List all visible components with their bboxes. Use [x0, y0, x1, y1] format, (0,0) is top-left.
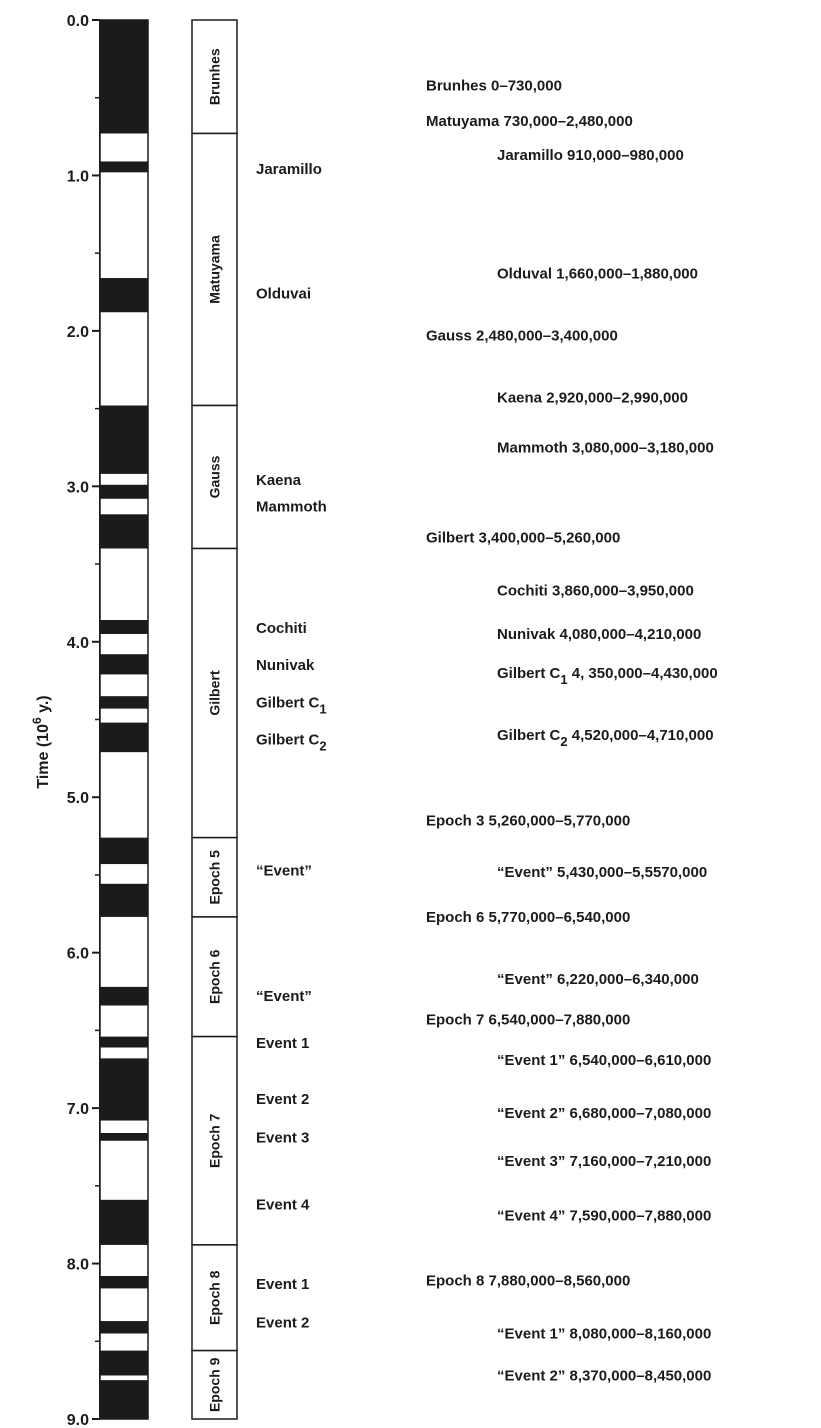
event-name-label: Jaramillo: [256, 161, 322, 178]
normal-polarity-band: [100, 161, 148, 173]
age-range-label: “Event 1” 6,540,000–6,610,000: [497, 1052, 711, 1069]
event-name-label: Gilbert C2: [256, 732, 327, 754]
tick-label: 7.0: [67, 1101, 89, 1118]
tick-label: 1.0: [67, 168, 89, 185]
normal-polarity-band: [100, 696, 148, 709]
normal-polarity-band: [100, 986, 148, 1006]
age-range-label: Epoch 6 5,770,000–6,540,000: [426, 909, 630, 926]
normal-polarity-band: [100, 654, 148, 675]
event-name-label: “Event”: [256, 862, 312, 879]
age-range-label: Gilbert 3,400,000–5,260,000: [426, 530, 620, 547]
age-range-label: Gilbert C2 4,520,000–4,710,000: [497, 727, 714, 749]
age-range-label: Gilbert C1 4, 350,000–4,430,000: [497, 665, 718, 687]
event-name-label: Event 3: [256, 1130, 309, 1147]
epoch-box: [191, 547, 238, 839]
epoch-label: Epoch 7: [207, 1113, 223, 1168]
axis-title: Time (106 y.): [30, 695, 52, 788]
event-name-labels: Jaramillo Olduvai Kaena Mammoth Cochiti Nuniv…: [256, 161, 327, 1331]
age-range-label: Gauss 2,480,000–3,400,000: [426, 328, 618, 345]
normal-polarity-band: [100, 514, 148, 549]
normal-polarity-band: [100, 484, 148, 499]
age-range-label: Kaena 2,920,000–2,990,000: [497, 390, 688, 407]
event-name-label: Gilbert C1: [256, 694, 327, 716]
tick-label: 5.0: [67, 790, 89, 807]
event-name-label: Cochiti: [256, 620, 307, 637]
event-name-label: Mammoth: [256, 499, 327, 516]
epoch-label: Brunhes: [207, 48, 223, 105]
age-range-label: Olduval 1,660,000–1,880,000: [497, 265, 698, 282]
normal-polarity-band: [100, 1275, 148, 1289]
event-name-label: Event 2: [256, 1315, 309, 1332]
normal-polarity-band: [100, 1132, 148, 1141]
normal-polarity-band: [100, 278, 148, 313]
normal-polarity-band: [100, 1321, 148, 1334]
age-range-label: “Event 2” 8,370,000–8,450,000: [497, 1367, 711, 1384]
event-name-label: Event 2: [256, 1091, 309, 1108]
age-range-label: Matuyama 730,000–2,480,000: [426, 113, 633, 130]
event-name-label: Kaena: [256, 472, 302, 489]
epoch-box: [191, 916, 238, 1038]
age-range-label: Cochiti 3,860,000–3,950,000: [497, 582, 694, 599]
event-name-label: Event 4: [256, 1196, 310, 1213]
normal-polarity-band: [100, 1380, 148, 1419]
age-range-label: “Event” 6,220,000–6,340,000: [497, 971, 699, 988]
age-range-label: Brunhes 0–730,000: [426, 77, 562, 94]
epoch-column: Brunhes Matuyama Gauss Gilbert Epoch 5 Epoch …: [191, 19, 238, 1420]
epoch-box: [191, 1244, 238, 1352]
tick-label: 8.0: [67, 1257, 89, 1274]
tick-label: 0.0: [67, 13, 89, 30]
epoch-box: [191, 404, 238, 550]
normal-polarity-band: [100, 620, 148, 635]
epoch-label: Epoch 9: [207, 1357, 223, 1412]
tick-label: 3.0: [67, 479, 89, 496]
age-range-label: Nunivak 4,080,000–4,210,000: [497, 626, 701, 643]
epoch-label: Epoch 5: [207, 850, 223, 905]
event-name-label: Event 1: [256, 1276, 309, 1293]
event-name-label: Olduvai: [256, 286, 311, 303]
age-range-labels: Brunhes 0–730,000 Matuyama 730,000–2,480,…: [426, 77, 718, 1384]
epoch-box: [191, 132, 238, 407]
tick-label: 2.0: [67, 324, 89, 341]
event-name-label: Nunivak: [256, 657, 315, 674]
normal-polarity-band: [100, 837, 148, 865]
time-axis: 0.0 1.0 2.0 3.0 4.0 5.0 6.0 7.0 8.0 9.0: [67, 13, 101, 1428]
epoch-box: [191, 1035, 238, 1246]
age-range-label: “Event 3” 7,160,000–7,210,000: [497, 1153, 711, 1170]
age-range-label: “Event 2” 6,680,000–7,080,000: [497, 1105, 711, 1122]
age-range-label: Epoch 7 6,540,000–7,880,000: [426, 1012, 630, 1029]
tick-label: 6.0: [67, 946, 89, 963]
normal-polarity-band: [100, 883, 148, 917]
age-range-label: Mammoth 3,080,000–3,180,000: [497, 439, 714, 456]
normal-polarity-band: [100, 1350, 148, 1376]
event-name-label: “Event”: [256, 988, 312, 1005]
age-range-label: Epoch 8 7,880,000–8,560,000: [426, 1273, 630, 1290]
epoch-label: Matuyama: [207, 235, 223, 304]
epoch-label: Epoch 6: [207, 949, 223, 1004]
age-range-label: Epoch 3 5,260,000–5,770,000: [426, 813, 630, 830]
event-name-label: Event 1: [256, 1035, 309, 1052]
epoch-box: [191, 19, 238, 135]
polarity-column: [99, 19, 149, 1420]
epoch-box: [191, 1349, 238, 1420]
polarity-column-frame: [99, 19, 149, 1420]
epoch-label: Gilbert: [207, 670, 223, 715]
tick-label: 4.0: [67, 635, 89, 652]
epoch-label: Epoch 8: [207, 1270, 223, 1325]
normal-polarity-band: [100, 1058, 148, 1121]
normal-polarity-band: [100, 1199, 148, 1245]
epoch-label: Gauss: [207, 455, 223, 498]
age-range-label: “Event 4” 7,590,000–7,880,000: [497, 1207, 711, 1224]
tick-label: 9.0: [67, 1412, 89, 1428]
normal-polarity-band: [100, 20, 148, 134]
age-range-label: Jaramillo 910,000–980,000: [497, 147, 684, 164]
normal-polarity-band: [100, 1036, 148, 1048]
age-range-label: “Event 1” 8,080,000–8,160,000: [497, 1326, 711, 1343]
normal-polarity-band: [100, 722, 148, 753]
age-range-label: “Event” 5,430,000–5,5570,000: [497, 864, 707, 881]
normal-polarity-band: [100, 405, 148, 474]
